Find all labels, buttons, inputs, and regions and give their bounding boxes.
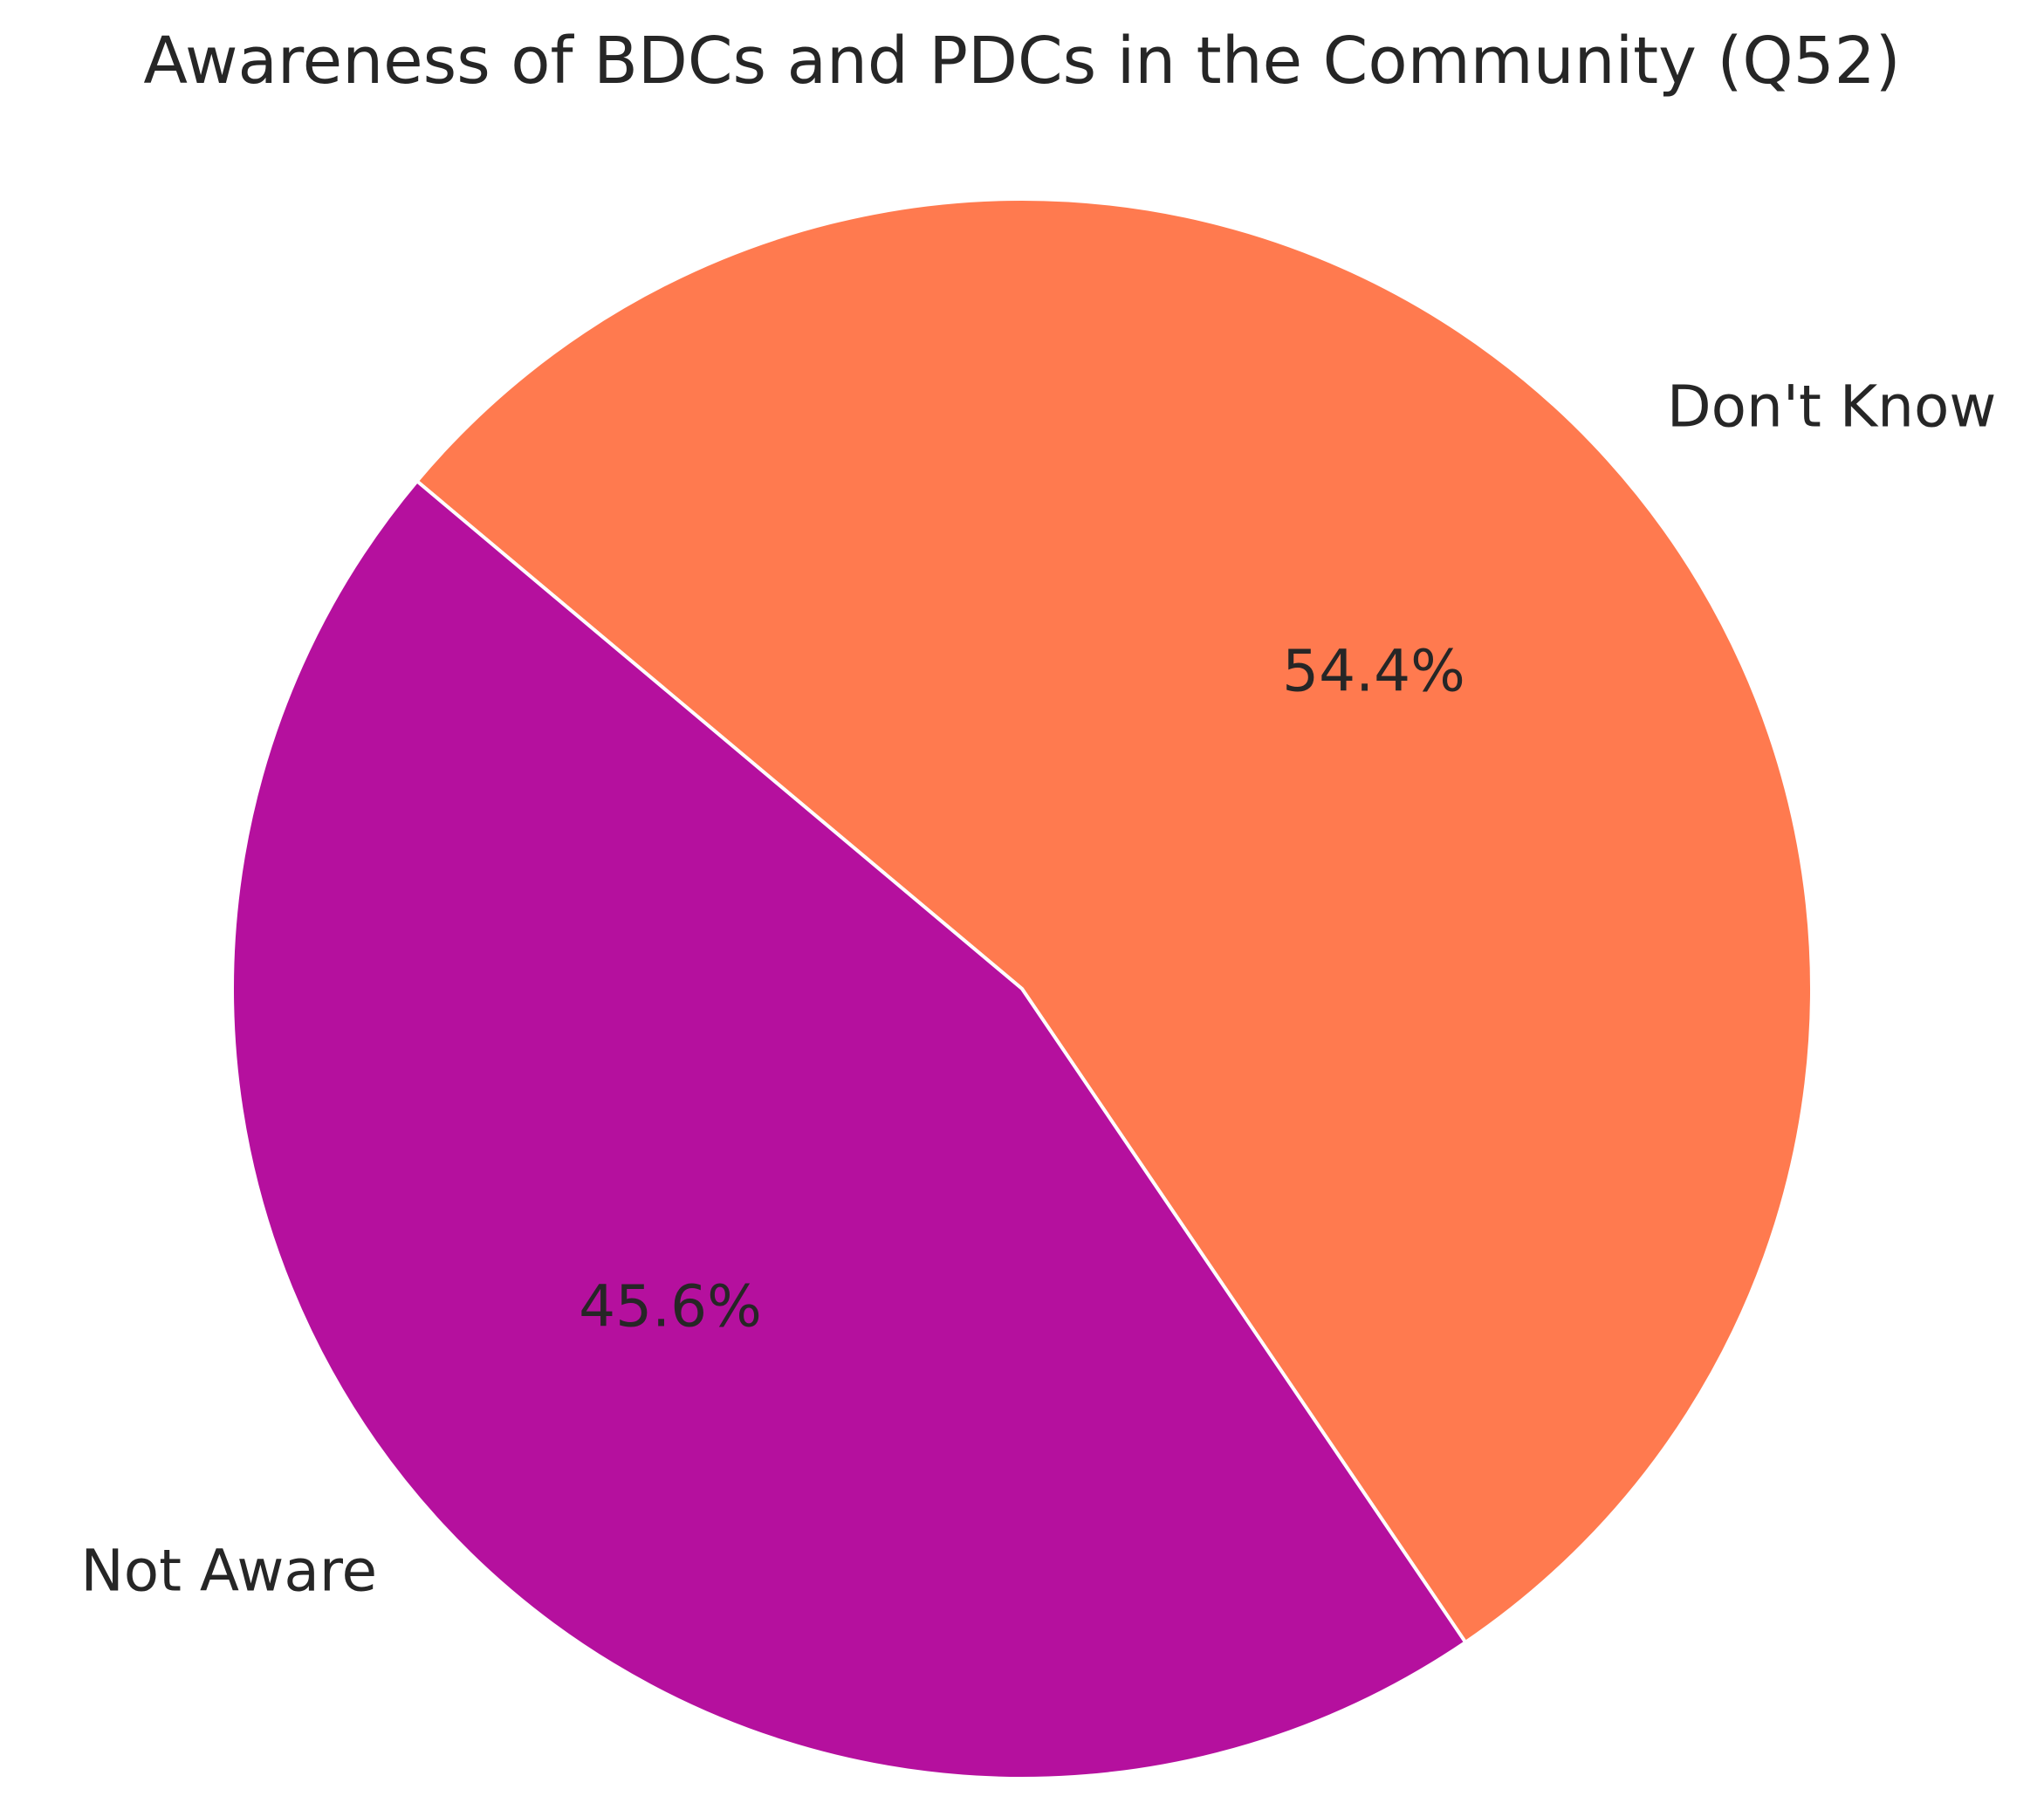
pie-labels: 54.4% Don't Know 45.6% Not Aware xyxy=(80,373,1996,1604)
slice-percent-label-not-aware: 45.6% xyxy=(579,1272,762,1340)
pie-slices xyxy=(230,197,1814,1780)
pie-slice-don-t-know xyxy=(415,197,1814,1644)
chart-title: Awareness of BDCs and PDCs in the Commun… xyxy=(143,24,1900,99)
slice-category-label-not-aware: Not Aware xyxy=(80,1538,377,1605)
slice-percent-label-don-t-know: 54.4% xyxy=(1282,638,1465,705)
slice-category-label-don-t-know: Don't Know xyxy=(1667,373,1997,440)
pie-slice-not-aware xyxy=(230,479,1468,1780)
